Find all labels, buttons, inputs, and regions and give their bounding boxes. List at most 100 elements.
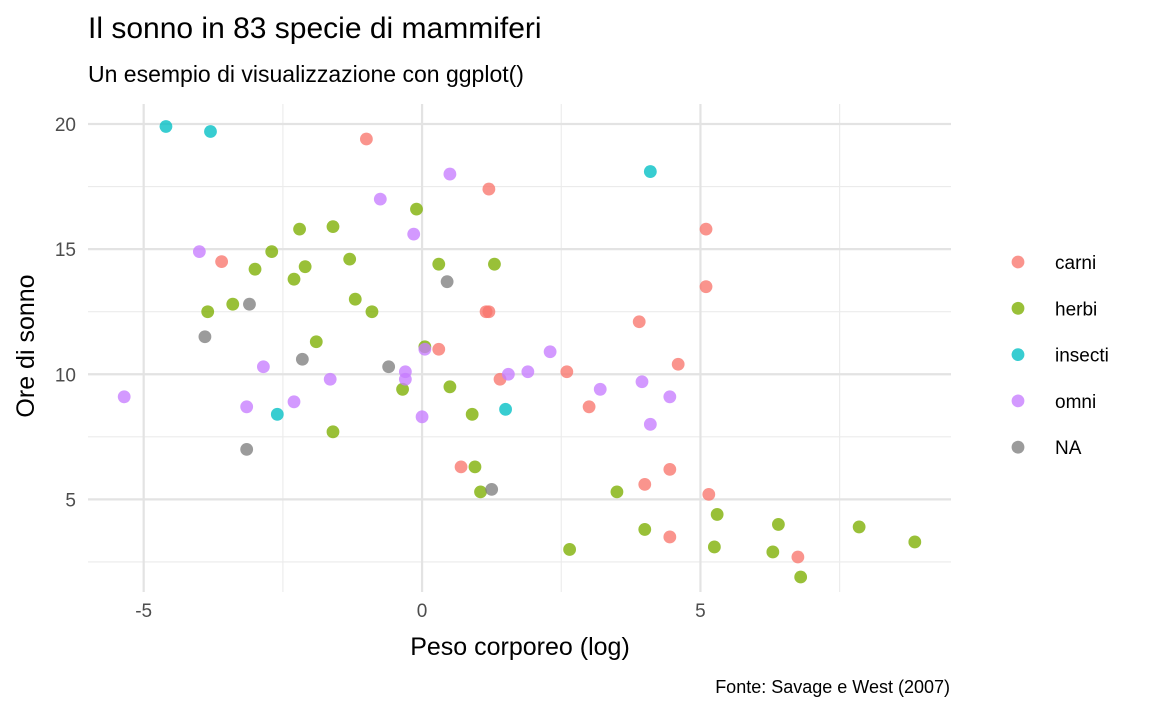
data-point-omni: [543, 345, 557, 359]
data-point-herbi: [610, 485, 624, 499]
data-point-herbi: [287, 272, 301, 286]
series-carni: [215, 132, 805, 564]
data-point-omni: [373, 192, 387, 206]
x-axis-label: Peso corporeo (log): [410, 633, 630, 661]
series-herbi: [201, 202, 922, 584]
legend: carni herbi insecti omni NA: [1011, 253, 1109, 459]
data-points: [117, 120, 922, 584]
data-point-omni: [287, 395, 301, 409]
y-tick-label: 20: [55, 115, 76, 136]
data-point-omni: [593, 382, 607, 396]
data-point-herbi: [348, 292, 362, 306]
data-point-herbi: [365, 305, 379, 319]
data-point-herbi: [474, 485, 487, 499]
data-point-herbi: [563, 543, 577, 556]
data-point-herbi: [248, 262, 262, 276]
legend-label: omni: [1055, 392, 1096, 413]
data-point-omni: [443, 167, 457, 181]
data-point-herbi: [465, 407, 479, 421]
data-point-NA: [243, 297, 256, 311]
data-point-NA: [295, 352, 309, 366]
chart-title: Il sonno in 83 specie di mammiferi: [88, 12, 542, 45]
data-point-NA: [440, 275, 454, 289]
legend-label: NA: [1055, 438, 1082, 459]
data-point-insecti: [159, 120, 173, 133]
data-point-insecti: [204, 125, 217, 138]
data-point-insecti: [643, 165, 657, 178]
data-point-NA: [240, 442, 254, 456]
grid: [88, 104, 951, 592]
series-NA: [198, 275, 499, 496]
data-point-omni: [418, 342, 432, 356]
data-point-herbi: [707, 540, 721, 554]
x-tick-label: -5: [135, 601, 152, 622]
data-point-herbi: [766, 545, 780, 559]
data-point-herbi: [201, 305, 215, 319]
data-point-carni: [432, 342, 446, 356]
data-point-herbi: [309, 335, 323, 349]
data-point-carni: [359, 132, 373, 146]
data-point-herbi: [638, 523, 652, 536]
data-point-carni: [560, 365, 574, 379]
data-point-omni: [663, 390, 677, 404]
y-tick-label: 10: [55, 365, 76, 386]
data-point-carni: [699, 222, 713, 236]
data-point-omni: [323, 372, 337, 386]
data-point-carni: [699, 280, 713, 294]
data-point-herbi: [326, 425, 340, 439]
data-point-carni: [663, 530, 677, 544]
data-point-omni: [501, 367, 515, 381]
data-point-carni: [582, 400, 596, 414]
data-point-carni: [663, 462, 677, 476]
data-point-herbi: [488, 257, 501, 271]
data-point-omni: [256, 360, 270, 374]
legend-key-herbi: [1011, 301, 1025, 315]
data-point-herbi: [293, 222, 306, 236]
series-insecti: [159, 120, 657, 421]
data-point-herbi: [432, 257, 446, 271]
legend-key-carni: [1011, 255, 1025, 269]
legend-key-NA: [1011, 440, 1025, 454]
data-point-carni: [482, 182, 496, 196]
data-point-herbi: [226, 297, 240, 311]
series-omni: [117, 167, 677, 431]
data-point-omni: [117, 390, 131, 404]
data-point-herbi: [794, 570, 808, 584]
data-point-herbi: [908, 535, 922, 549]
data-point-herbi: [326, 220, 340, 234]
data-point-carni: [671, 357, 685, 371]
data-point-herbi: [710, 508, 724, 521]
data-point-omni: [398, 372, 412, 386]
data-point-omni: [635, 375, 649, 389]
data-point-NA: [485, 482, 499, 496]
data-point-carni: [482, 305, 496, 319]
data-point-omni: [407, 227, 421, 241]
data-point-insecti: [270, 407, 284, 421]
y-axis-ticks: 5 10 15 20: [55, 115, 76, 511]
legend-label: insecti: [1055, 346, 1109, 367]
data-point-omni: [415, 410, 429, 424]
data-point-insecti: [499, 402, 512, 416]
legend-label: herbi: [1055, 299, 1097, 320]
data-point-carni: [702, 488, 716, 501]
data-point-herbi: [265, 245, 279, 259]
x-tick-label: 5: [695, 601, 706, 622]
data-point-omni: [521, 365, 535, 379]
data-point-omni: [192, 245, 206, 259]
chart-caption: Fonte: Savage e West (2007): [715, 677, 950, 697]
legend-label: carni: [1055, 253, 1096, 274]
data-point-carni: [791, 550, 805, 564]
x-tick-label: 0: [417, 601, 428, 622]
data-point-NA: [198, 330, 212, 344]
legend-key-insecti: [1011, 348, 1025, 361]
data-point-herbi: [772, 518, 785, 531]
data-point-NA: [382, 360, 396, 374]
data-point-omni: [643, 417, 657, 431]
legend-key-omni: [1011, 394, 1025, 408]
data-point-carni: [632, 315, 646, 329]
y-tick-label: 15: [55, 240, 76, 261]
data-point-herbi: [443, 380, 457, 394]
data-point-herbi: [410, 202, 423, 216]
